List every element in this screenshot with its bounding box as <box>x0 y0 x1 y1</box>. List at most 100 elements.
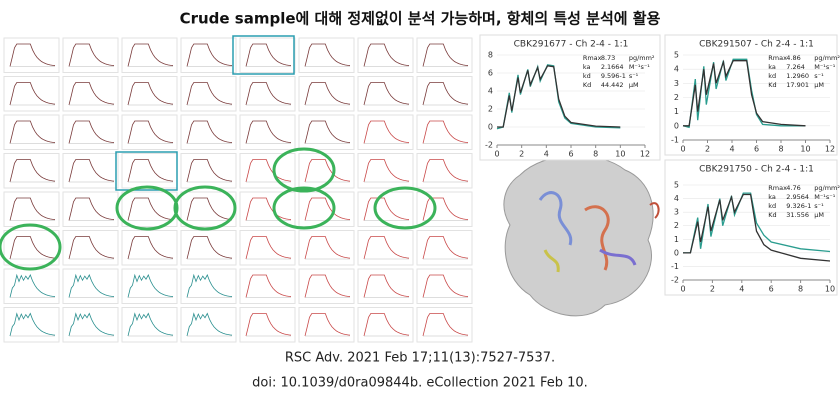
thumbnail-curve <box>422 159 469 183</box>
chart-panel <box>664 159 838 296</box>
chart-title: CBK291507 - Ch 2-4 - 1:1 <box>699 40 814 50</box>
kinetic-param: M⁻¹s⁻¹ <box>814 193 835 201</box>
kinetic-param: s⁻¹ <box>814 202 824 210</box>
thumbnail <box>121 76 178 112</box>
y-tick-label: 8 <box>488 51 493 60</box>
y-tick-label: 5 <box>674 181 679 190</box>
thumbnail-curve <box>127 120 174 144</box>
thumbnail-curve <box>9 312 56 337</box>
thumbnail <box>298 230 355 266</box>
x-tick-label: 2 <box>710 285 715 294</box>
thumbnail <box>180 153 237 189</box>
kinetic-param: 7.264 <box>786 63 805 71</box>
x-tick-label: 6 <box>769 285 774 294</box>
thumbnail <box>121 268 178 304</box>
kinetic-param: μM <box>814 211 824 219</box>
thumbnail-curve <box>304 236 351 260</box>
kinetic-param: pg/mm² <box>814 54 840 62</box>
thumbnail <box>298 76 355 112</box>
x-tick-label: 10 <box>800 145 810 154</box>
thumbnail-curve <box>363 236 410 260</box>
thumbnail <box>121 230 178 266</box>
thumbnail-curve <box>186 236 233 260</box>
thumbnail <box>416 307 473 343</box>
kinetic-param: kd <box>768 202 776 210</box>
highlight-circle <box>115 185 179 231</box>
thumbnail-curve <box>127 312 174 337</box>
x-tick-label: 6 <box>568 150 573 159</box>
series-line <box>683 193 831 262</box>
x-tick-label: 6 <box>754 145 759 154</box>
x-tick-label: 4 <box>544 150 549 159</box>
thumbnail-curve <box>186 312 233 337</box>
thumbnail-curve <box>68 273 115 298</box>
thumbnail <box>298 114 355 150</box>
thumbnail-curve <box>127 82 174 106</box>
thumbnail <box>416 268 473 304</box>
thumbnail-curve <box>245 43 292 67</box>
thumbnail-curve <box>245 120 292 144</box>
thumbnail <box>298 37 355 73</box>
x-tick-label: 12 <box>825 145 835 154</box>
thumbnail-curve <box>68 82 115 106</box>
kinetic-param: 17.901 <box>786 81 809 89</box>
x-tick-label: 0 <box>494 150 499 159</box>
kinetic-param: kd <box>768 72 776 80</box>
thumbnail-curve <box>245 197 292 221</box>
thumbnail-curve <box>9 273 56 298</box>
y-tick-label: 2 <box>674 221 679 230</box>
y-tick-label: 1 <box>674 107 679 116</box>
thumbnail-curve <box>245 82 292 106</box>
x-tick-label: 0 <box>680 145 685 154</box>
thumbnail <box>62 37 119 73</box>
thumbnail-curve <box>304 313 351 337</box>
kinetic-param: kd <box>583 72 591 80</box>
thumbnail <box>239 191 296 227</box>
thumbnail <box>357 268 414 304</box>
thumbnail-curve <box>9 82 56 106</box>
thumbnail <box>416 37 473 73</box>
kinetic-param: 9.326-1 <box>786 202 811 210</box>
thumbnail-curve <box>9 43 56 67</box>
ligand <box>584 205 610 271</box>
kinetic-param: Rmax <box>768 184 787 192</box>
thumbnail <box>239 268 296 304</box>
y-tick-label: 3 <box>674 208 679 217</box>
y-tick-label: -2 <box>671 276 679 285</box>
thumbnail <box>121 153 178 189</box>
thumbnail <box>416 153 473 189</box>
thumbnail-curve <box>9 120 56 144</box>
x-tick-label: 8 <box>593 150 598 159</box>
highlight-box <box>115 151 178 191</box>
citation: RSC Adv. 2021 Feb 17;11(13):7527-7537. <box>285 351 555 366</box>
thumbnail <box>62 230 119 266</box>
thumbnail <box>3 153 60 189</box>
thumbnail-curve <box>186 159 233 183</box>
x-tick-label: 10 <box>825 285 835 294</box>
y-tick-label: -1 <box>671 136 679 145</box>
thumbnail <box>3 268 60 304</box>
thumbnail-curve <box>363 120 410 144</box>
kinetic-param: ka <box>583 63 591 71</box>
thumbnail-curve <box>68 236 115 260</box>
thumbnail <box>62 307 119 343</box>
thumbnail-curve <box>304 82 351 106</box>
thumbnail-curve <box>186 197 233 221</box>
highlight-box <box>232 35 295 75</box>
thumbnail <box>180 76 237 112</box>
thumbnail <box>357 114 414 150</box>
kinetic-param: 4.76 <box>786 184 800 192</box>
thumbnail-curve <box>127 236 174 260</box>
thumbnail <box>357 230 414 266</box>
y-tick-label: 4 <box>488 87 493 96</box>
citation: doi: 10.1039/d0ra09844b. eCollection 202… <box>252 376 588 391</box>
thumbnail-curve <box>127 197 174 221</box>
y-tick-label: -2 <box>485 141 493 150</box>
protein-surface <box>503 155 654 317</box>
thumbnail-curve <box>9 159 56 183</box>
thumbnail <box>416 76 473 112</box>
y-tick-label: 0 <box>674 121 679 130</box>
thumbnail-curve <box>245 236 292 260</box>
x-tick-label: 10 <box>615 150 625 159</box>
